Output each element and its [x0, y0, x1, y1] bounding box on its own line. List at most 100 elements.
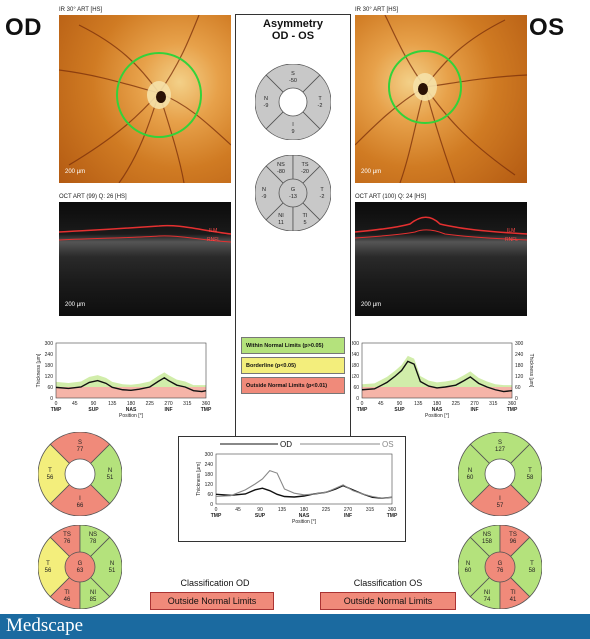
series-line-0: [215, 484, 393, 499]
region-label: INF: [470, 407, 478, 413]
footer-bar: Medscape: [0, 614, 590, 639]
svg-text:I: I: [79, 496, 81, 502]
x-tick-label: 270: [164, 401, 173, 407]
asym-ts-value: -20: [301, 169, 309, 175]
svg-text:TI: TI: [303, 213, 308, 219]
os-ns-value: 158: [482, 539, 493, 545]
x-tick-label: 225: [322, 507, 331, 513]
y-tick-label: 0: [356, 396, 359, 402]
os8-n-value: 60: [465, 568, 472, 574]
svg-text:N: N: [264, 96, 268, 102]
os8-t-value: 58: [529, 568, 536, 574]
asym-n-value: -9: [264, 103, 269, 109]
asym-i-value: 9: [291, 129, 294, 135]
region-label: TMP: [387, 513, 398, 519]
od-s-value: 77: [77, 447, 84, 453]
x-tick-label: 360: [202, 401, 211, 407]
os-t-value: 58: [527, 475, 534, 481]
legend-outside: Outside Normal Limits (p<0.01): [241, 377, 345, 394]
x-axis-label: Position [°]: [292, 519, 317, 525]
svg-text:NI: NI: [90, 590, 96, 596]
od-rnfl-label: RNFL: [207, 237, 221, 243]
y-tick-label: 300: [352, 341, 359, 347]
x-tick-label: 135: [108, 401, 117, 407]
x-tick-label: 0: [361, 401, 364, 407]
svg-text:T: T: [318, 96, 322, 102]
os-i-value: 57: [497, 503, 504, 509]
asym-n-sector: [255, 74, 294, 130]
y-tick-label-right: 240: [515, 352, 524, 358]
od-oct-scale: 200 µm: [65, 302, 86, 308]
y-axis-label-right: Thickness [µm]: [528, 354, 534, 388]
svg-text:N: N: [110, 561, 114, 567]
y-tick-label-right: 0: [515, 396, 518, 402]
region-label: SUP: [255, 513, 266, 519]
x-tick-label: 360: [508, 401, 517, 407]
y-axis-label: Thickness [µm]: [196, 462, 202, 496]
y-tick-label: 120: [205, 482, 214, 488]
x-tick-label: 315: [366, 507, 375, 513]
os-ilm-label: ILM: [507, 228, 516, 234]
od-fundus-vessels: [59, 15, 231, 183]
svg-text:G: G: [498, 561, 503, 567]
svg-text:S: S: [78, 440, 82, 446]
classification-od-title: Classification OD: [180, 578, 250, 588]
x-tick-label: 135: [414, 401, 423, 407]
od-oct-title: OCT ART (99) Q: 26 [HS]: [59, 194, 127, 200]
series-line-1: [215, 470, 393, 499]
y-tick-label-right: 300: [515, 341, 524, 347]
os-oct-layers: [355, 216, 527, 241]
od-sector6-chart: S77 T56 N51 I66: [38, 432, 122, 516]
os-rnfl-label: RNFL: [505, 237, 519, 243]
svg-text:T: T: [320, 187, 324, 193]
svg-text:G: G: [291, 187, 295, 193]
region-label: SUP: [394, 407, 405, 413]
asym-i-sector: [265, 101, 321, 140]
x-tick-label: 90: [91, 401, 97, 407]
asym-ni-value: 11: [278, 220, 284, 226]
y-tick-label: 180: [205, 472, 214, 478]
od-ni-value: 85: [90, 597, 97, 603]
y-tick-label: 300: [205, 452, 214, 458]
legend-within: Within Normal Limits (p>0.05): [241, 337, 345, 354]
asym-ti-value: 5: [303, 220, 306, 226]
od-ir-title: IR 30° ART [HS]: [59, 7, 103, 13]
asymmetry-subtitle: OD - OS: [271, 30, 315, 42]
region-label: NAS: [299, 513, 310, 519]
region-label: TMP: [51, 407, 62, 413]
od-oct-layers: [59, 224, 231, 243]
svg-text:T: T: [46, 561, 50, 567]
y-tick-label-right: 120: [515, 374, 524, 380]
os-ts-value: 96: [510, 539, 517, 545]
od-ns-value: 78: [90, 539, 97, 545]
asym-t-sector: [292, 74, 331, 130]
plot-frame: [215, 453, 393, 505]
y-tick-label: 0: [50, 396, 53, 402]
x-tick-label: 225: [146, 401, 155, 407]
x-tick-label: 315: [489, 401, 498, 407]
band-within: [362, 355, 512, 387]
y-axis-label: Thickness [µm]: [36, 353, 42, 387]
y-tick-label: 300: [45, 341, 54, 347]
region-label: TMP: [211, 513, 222, 519]
svg-text:T: T: [530, 561, 534, 567]
svg-text:N: N: [108, 468, 112, 474]
od-t-value: 56: [47, 475, 54, 481]
x-tick-label: 180: [300, 507, 309, 513]
svg-text:I: I: [292, 122, 294, 128]
x-tick-label: 180: [127, 401, 136, 407]
od8-t-value: 56: [45, 568, 52, 574]
y-tick-label-right: 60: [515, 385, 521, 391]
od-i-value: 66: [77, 503, 84, 509]
asym8-n-value: -9: [262, 194, 267, 200]
svg-text:TI: TI: [510, 590, 516, 596]
svg-text:NS: NS: [277, 162, 285, 168]
y-tick-label: 180: [45, 363, 54, 369]
y-tick-label-right: 180: [515, 363, 524, 369]
band-within: [56, 372, 206, 387]
